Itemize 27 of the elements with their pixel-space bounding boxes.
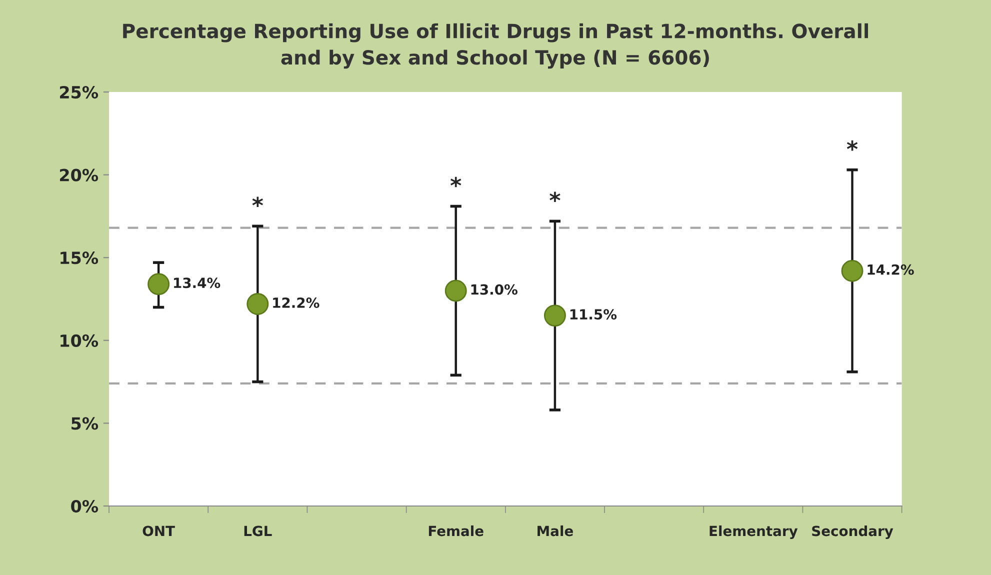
data-label: 13.0% bbox=[471, 284, 518, 295]
y-tick-label: 5% bbox=[72, 417, 98, 430]
x-tick-label: Secondary bbox=[812, 525, 894, 539]
data-label: 12.2% bbox=[273, 297, 320, 308]
y-tick-label: 0% bbox=[71, 500, 98, 513]
x-tick-label: ONT bbox=[142, 526, 175, 536]
data-label: 13.4% bbox=[174, 278, 220, 288]
annotation: * bbox=[846, 140, 858, 151]
point bbox=[841, 260, 864, 282]
point bbox=[148, 273, 170, 296]
y-tick-label: 10% bbox=[60, 334, 98, 347]
x-tick-label: Female bbox=[428, 525, 484, 536]
chart-title: Percentage Reporting Use of Illicit Drugs in Past 12-months. Overall and by Sex and School Type (N = 6606) bbox=[123, 23, 868, 69]
y-tick-label: 15% bbox=[60, 252, 98, 264]
annotation: * bbox=[550, 192, 560, 202]
y-tick-label: 25% bbox=[60, 86, 98, 99]
x-tick-label: Elementary bbox=[710, 525, 798, 539]
annotation: * bbox=[252, 196, 264, 208]
x-tick-label: LGL bbox=[244, 526, 272, 536]
point bbox=[544, 304, 566, 327]
annotation: * bbox=[450, 176, 462, 188]
point bbox=[246, 292, 269, 315]
y-tick-label: 20% bbox=[60, 168, 98, 182]
x-tick-label: Male bbox=[538, 525, 573, 536]
point bbox=[444, 280, 467, 302]
data-label: 11.5% bbox=[570, 309, 617, 320]
data-label: 14.2% bbox=[868, 264, 914, 275]
